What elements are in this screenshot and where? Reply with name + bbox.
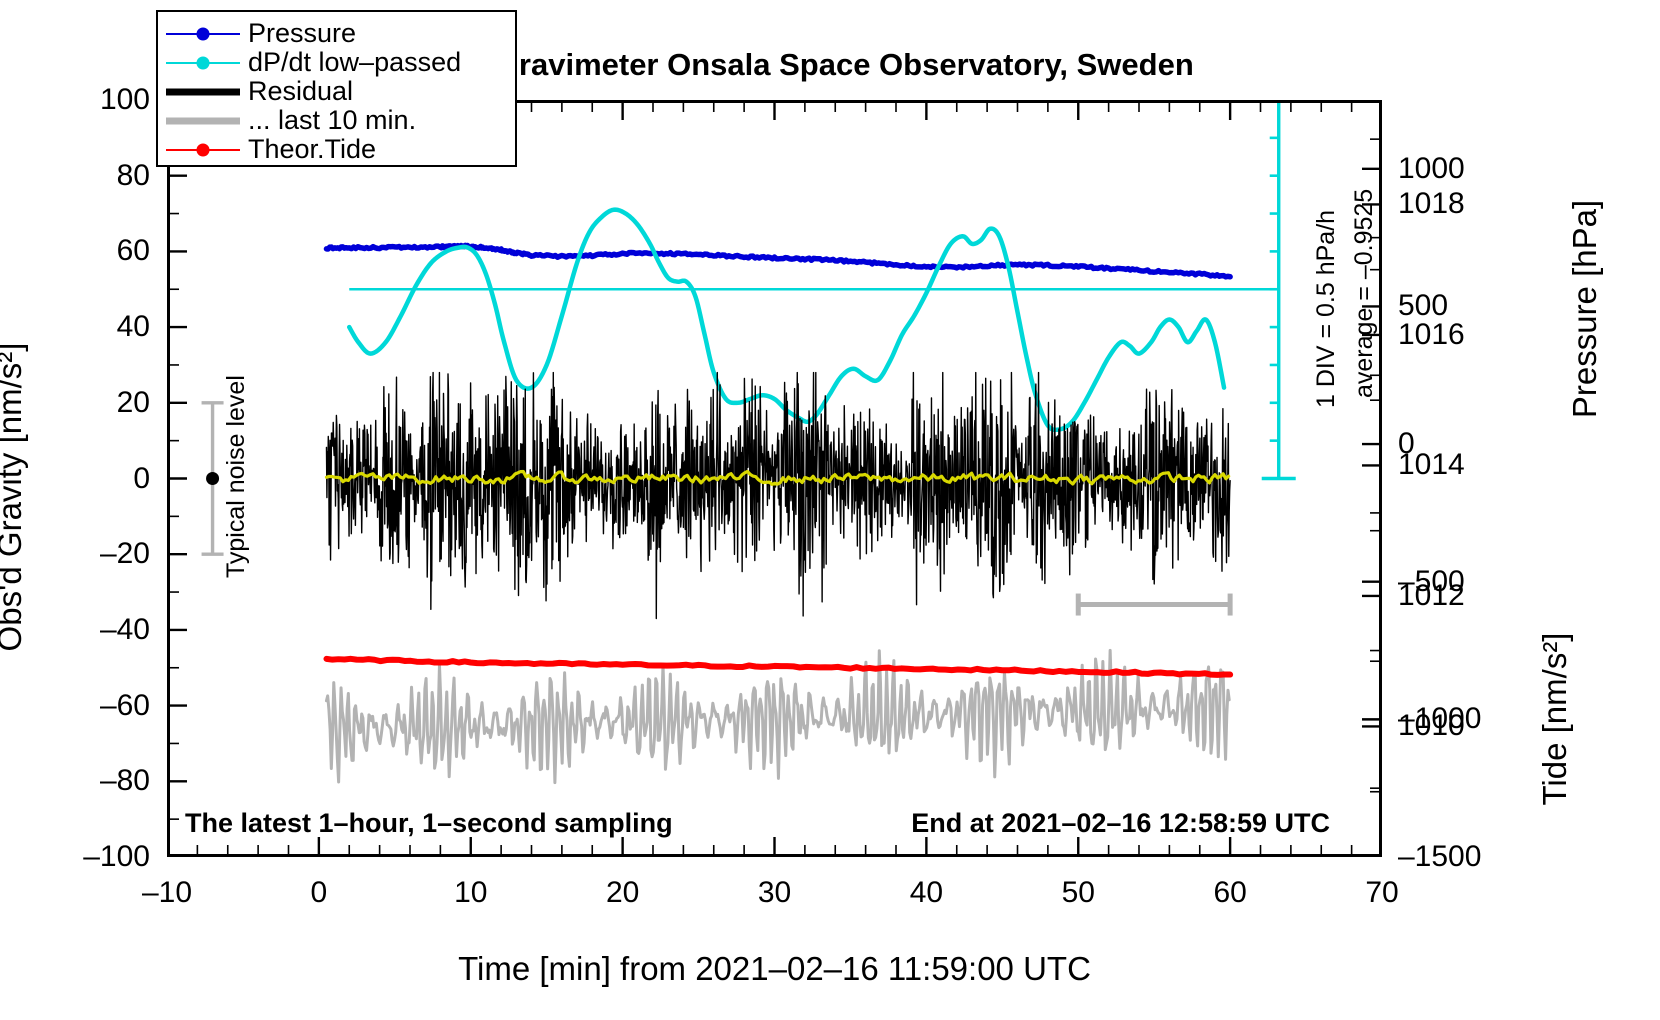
y-axis-title-tide: Tide [nm/s²] (1536, 632, 1573, 806)
legend-marker-dot (196, 27, 210, 40)
note-end-label: End at 2021–02–16 12:58:59 UTC (911, 808, 1330, 838)
axis-ticklabel: –500 (1398, 564, 1465, 598)
legend-swatch (158, 77, 248, 106)
legend-swatch (158, 106, 248, 135)
annotation-layer (201, 103, 1296, 616)
noise-errorbar (201, 401, 224, 556)
div-scale-label: 1 DIV = 0.5 hPa/h (1312, 209, 1340, 408)
average-dpdt-label: average = –0.9525 (1350, 188, 1378, 398)
axis-ticklabel: 20 (116, 385, 150, 419)
legend-item-dp-dt-low-passed[interactable]: dP/dt low–passed (158, 47, 515, 77)
y-axis-title-pressure: Pressure [hPa] (1566, 199, 1603, 419)
axis-ticklabel: 80 (116, 158, 150, 192)
axis-ticklabel: 1010 (1398, 709, 1465, 743)
axis-ticklabel: –100 (83, 840, 150, 873)
axis-ticklabel: 500 (1398, 289, 1449, 323)
axis-ticklabel: 1016 (1398, 317, 1465, 351)
series-last-10-min (324, 648, 1231, 785)
y-axis-ticklabels-pressure: 1018 1016 1014 1012 1010 (1398, 0, 1538, 1020)
axis-ticklabel: 40 (116, 310, 150, 344)
series-layer (323, 207, 1234, 785)
legend[interactable]: Pressure dP/dt low–passed Residual... last… (156, 10, 517, 167)
axis-ticklabel: –60 (99, 688, 150, 722)
axis-ticklabel: 70 (1365, 876, 1399, 909)
plot-frame (167, 100, 1382, 857)
axis-ticklabel: –10 (141, 876, 193, 909)
axis-ticklabel: 0 (310, 876, 328, 909)
axis-ticklabel: 30 (757, 876, 792, 909)
axis-ticklabel: 20 (605, 876, 640, 909)
series-residual-lowpassed (324, 469, 1231, 487)
y-axis-ticklabels-tide: 1000 500 0 –500 –1000 –1500 (1398, 0, 1538, 1020)
axis-ticklabel: 50 (1061, 876, 1095, 909)
legend-marker-dot (196, 56, 210, 69)
legend-item-label: ... last 10 min. (248, 105, 417, 135)
legend-item-label: Theor.Tide (248, 134, 377, 164)
series-theor-tide (323, 655, 1234, 678)
legend-item-label: Residual (248, 76, 354, 106)
last-10min-bar (1075, 593, 1233, 616)
y-axis-ticklabels-left: 100 80 60 40 20 0 –20 –40 –60 –80 –100 (0, 0, 150, 1020)
plot-canvas (170, 103, 1379, 854)
legend-swatch (158, 48, 248, 77)
axis-ticklabel: 40 (909, 876, 944, 909)
axis-ticklabel: –1000 (1398, 702, 1482, 736)
axis-ticklabel: 100 (99, 83, 150, 116)
axis-ticklabel: 1018 (1398, 187, 1465, 221)
legend-item-last-10-min[interactable]: ... last 10 min. (158, 105, 515, 135)
axis-ticklabel: –80 (99, 764, 150, 798)
legend-item-label: Pressure (248, 18, 357, 48)
axis-ticklabel: 0 (1398, 427, 1415, 461)
axis-ticklabel: 1000 (1398, 151, 1465, 185)
legend-item-theor-tide[interactable]: Theor.Tide (158, 134, 515, 164)
x-axis-title: Time [min] from 2021–02–16 11:59:00 UTC (458, 950, 1091, 987)
axis-ticklabel: 10 (454, 876, 488, 909)
series-residual (325, 371, 1231, 620)
axis-ticklabel: 0 (133, 461, 150, 495)
legend-item-label: dP/dt low–passed (248, 47, 462, 77)
note-sampling-label: The latest 1–hour, 1–second sampling (185, 808, 673, 838)
axis-ticklabel: –20 (99, 537, 150, 571)
x-axis-ticklabels: –10 0 10 20 30 40 50 60 70 (0, 876, 1660, 926)
legend-swatch (158, 135, 248, 164)
axis-ticklabel: 60 (1213, 876, 1247, 909)
legend-item-pressure[interactable]: Pressure (158, 18, 515, 48)
axis-ticklabel: 60 (116, 234, 150, 268)
series-pressure (323, 242, 1233, 280)
legend-swatch (158, 19, 248, 48)
legend-marker-dot (196, 143, 210, 156)
axis-ticklabel: –40 (99, 612, 150, 646)
dpdt-scalebar (1261, 103, 1296, 481)
axis-ticklabel: 1012 (1398, 578, 1465, 612)
axis-ticklabel: 1014 (1398, 448, 1465, 482)
axis-ticklabel: –1500 (1398, 840, 1482, 873)
typical-noise-level-label: Typical noise level (222, 375, 250, 578)
series-dpdt (347, 207, 1227, 433)
legend-item-residual[interactable]: Residual (158, 76, 515, 106)
